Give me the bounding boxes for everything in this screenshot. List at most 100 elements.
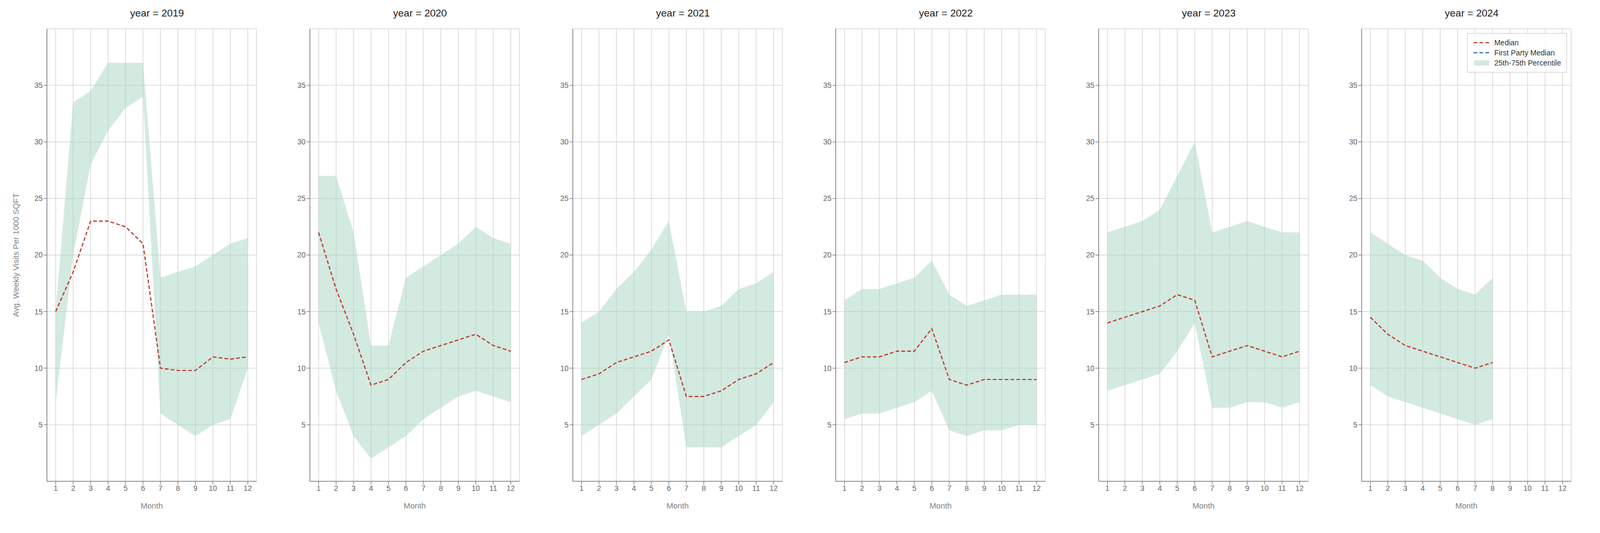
svg-text:11: 11 [1541, 484, 1550, 493]
svg-text:20: 20 [1348, 250, 1358, 260]
svg-text:30: 30 [822, 137, 832, 147]
svg-text:Month: Month [140, 501, 164, 511]
svg-text:35: 35 [822, 81, 832, 90]
svg-text:30: 30 [297, 137, 306, 147]
svg-text:10: 10 [471, 484, 480, 493]
svg-text:Month: Month [403, 501, 427, 511]
svg-text:5: 5 [912, 484, 917, 493]
svg-text:6: 6 [929, 484, 934, 493]
svg-text:1: 1 [1368, 484, 1373, 493]
svg-text:Month: Month [666, 501, 690, 511]
svg-text:25: 25 [1348, 194, 1358, 203]
svg-text:15: 15 [822, 307, 832, 317]
svg-text:8: 8 [701, 484, 707, 493]
svg-text:25: 25 [297, 194, 306, 203]
svg-text:25: 25 [34, 194, 43, 203]
svg-text:1: 1 [579, 484, 584, 493]
svg-text:5: 5 [123, 484, 128, 493]
svg-text:10: 10 [1260, 484, 1269, 493]
svg-text:10: 10 [208, 484, 218, 493]
svg-text:15: 15 [1085, 307, 1095, 317]
svg-text:10: 10 [560, 364, 569, 373]
svg-text:7: 7 [947, 484, 952, 493]
svg-text:12: 12 [243, 484, 253, 493]
svg-text:2: 2 [333, 484, 339, 493]
svg-text:9: 9 [456, 484, 461, 493]
svg-text:9: 9 [1507, 484, 1512, 493]
svg-text:15: 15 [1348, 307, 1358, 317]
svg-text:5: 5 [1437, 484, 1443, 493]
svg-text:2: 2 [70, 484, 76, 493]
svg-text:Month: Month [929, 501, 952, 511]
svg-text:6: 6 [140, 484, 146, 493]
svg-text:20: 20 [560, 250, 569, 260]
svg-text:30: 30 [34, 137, 43, 147]
svg-text:2: 2 [1385, 484, 1390, 493]
svg-text:15: 15 [297, 307, 306, 317]
svg-text:10: 10 [1085, 364, 1095, 373]
svg-text:30: 30 [560, 137, 569, 147]
svg-text:35: 35 [1085, 81, 1095, 90]
svg-text:12: 12 [1295, 484, 1304, 493]
svg-text:12: 12 [769, 484, 779, 493]
svg-text:5: 5 [649, 484, 654, 493]
svg-text:11: 11 [226, 484, 235, 493]
svg-text:35: 35 [297, 81, 306, 90]
svg-text:7: 7 [158, 484, 163, 493]
svg-text:30: 30 [1348, 137, 1358, 147]
svg-text:9: 9 [193, 484, 198, 493]
svg-text:3: 3 [88, 484, 93, 493]
svg-text:7: 7 [1210, 484, 1215, 493]
svg-text:35: 35 [34, 81, 43, 90]
svg-text:4: 4 [1420, 484, 1426, 493]
svg-text:35: 35 [1348, 81, 1358, 90]
svg-text:7: 7 [684, 484, 689, 493]
svg-text:8: 8 [964, 484, 970, 493]
svg-text:5: 5 [301, 420, 306, 430]
svg-text:8: 8 [1227, 484, 1232, 493]
svg-text:6: 6 [1455, 484, 1460, 493]
svg-text:15: 15 [34, 307, 43, 317]
svg-text:9: 9 [981, 484, 987, 493]
svg-text:3: 3 [1140, 484, 1145, 493]
svg-text:4: 4 [632, 484, 637, 493]
svg-text:25: 25 [822, 194, 832, 203]
svg-text:11: 11 [1278, 484, 1287, 493]
svg-text:12: 12 [506, 484, 516, 493]
svg-text:6: 6 [1192, 484, 1197, 493]
svg-text:5: 5 [38, 420, 43, 430]
svg-text:12: 12 [1558, 484, 1567, 493]
svg-text:30: 30 [1085, 137, 1095, 147]
svg-text:Month: Month [1455, 501, 1478, 511]
svg-text:9: 9 [718, 484, 724, 493]
svg-text:10: 10 [997, 484, 1006, 493]
svg-text:11: 11 [489, 484, 498, 493]
svg-text:10: 10 [297, 364, 306, 373]
svg-text:12: 12 [1032, 484, 1042, 493]
svg-text:7: 7 [421, 484, 426, 493]
svg-text:4: 4 [1157, 484, 1163, 493]
svg-text:15: 15 [560, 307, 569, 317]
svg-text:5: 5 [564, 420, 569, 430]
svg-text:4: 4 [106, 484, 111, 493]
svg-text:4: 4 [369, 484, 374, 493]
svg-text:3: 3 [351, 484, 356, 493]
svg-text:20: 20 [822, 250, 832, 260]
svg-text:2: 2 [859, 484, 864, 493]
svg-text:25: 25 [560, 194, 569, 203]
svg-text:8: 8 [1490, 484, 1495, 493]
svg-text:5: 5 [1353, 420, 1358, 430]
svg-text:7: 7 [1473, 484, 1478, 493]
svg-text:9: 9 [1244, 484, 1250, 493]
svg-text:1: 1 [842, 484, 847, 493]
svg-text:2: 2 [1122, 484, 1127, 493]
svg-text:10: 10 [822, 364, 832, 373]
svg-text:8: 8 [438, 484, 444, 493]
svg-text:Avg. Weekly Visits Per 1000 SQ: Avg. Weekly Visits Per 1000 SQFT [11, 193, 21, 318]
svg-text:20: 20 [1085, 250, 1095, 260]
svg-text:6: 6 [666, 484, 671, 493]
svg-text:35: 35 [560, 81, 569, 90]
svg-text:3: 3 [877, 484, 882, 493]
svg-text:5: 5 [827, 420, 832, 430]
svg-text:10: 10 [34, 364, 43, 373]
